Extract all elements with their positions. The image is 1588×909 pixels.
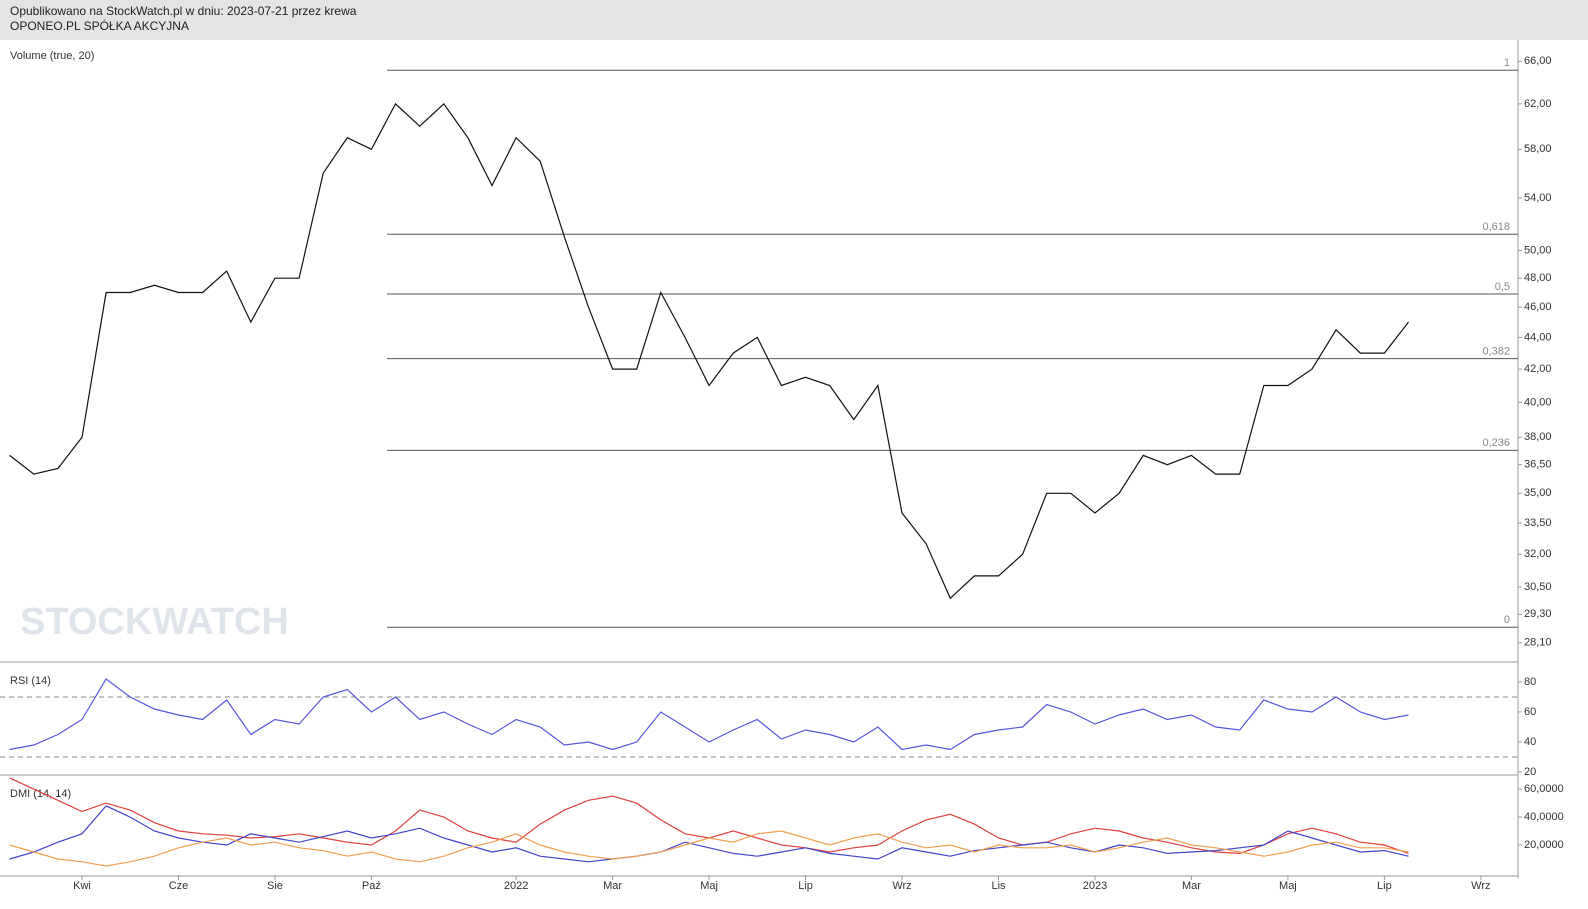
data-line <box>9 102 1409 600</box>
y-tick-label: 60,0000 <box>1524 783 1564 795</box>
panel-title: Volume (true, 20) <box>10 50 94 62</box>
x-tick-label: Lip <box>798 880 813 892</box>
x-tick-label: Lip <box>1377 880 1392 892</box>
y-tick-label: 80 <box>1524 676 1536 688</box>
y-tick-label: 66,00 <box>1524 55 1552 67</box>
y-tick-label: 30,50 <box>1524 581 1552 593</box>
x-tick-label: Wrz <box>892 880 911 892</box>
header-line: Opublikowano na StockWatch.pl w dniu: 20… <box>10 4 357 18</box>
y-tick-label: 40,00 <box>1524 396 1552 408</box>
y-tick-label: 50,00 <box>1524 244 1552 256</box>
x-tick-label: Wrz <box>1471 880 1490 892</box>
x-tick-label: Paź <box>362 880 381 892</box>
y-tick-label: 29,30 <box>1524 608 1552 620</box>
data-line <box>9 805 1409 863</box>
fib-label: 0 <box>1504 614 1510 626</box>
fib-label: 0,5 <box>1495 281 1510 293</box>
y-tick-label: 32,00 <box>1524 548 1552 560</box>
panel-title: DMI (14, 14) <box>10 788 71 800</box>
x-tick-label: Cze <box>169 880 189 892</box>
x-tick-label: Maj <box>700 880 718 892</box>
x-tick-label: Lis <box>991 880 1006 892</box>
y-tick-label: 35,00 <box>1524 487 1552 499</box>
y-tick-label: 40 <box>1524 736 1536 748</box>
fib-label: 0,236 <box>1482 437 1510 449</box>
y-tick-label: 62,00 <box>1524 98 1552 110</box>
data-line <box>9 830 1409 867</box>
header-band <box>0 0 1588 40</box>
data-line <box>9 678 1409 751</box>
y-tick-label: 20 <box>1524 766 1536 778</box>
header-line: OPONEO.PL SPÓŁKA AKCYJNA <box>10 18 189 33</box>
fib-label: 1 <box>1504 57 1510 69</box>
y-tick-label: 40,0000 <box>1524 811 1564 823</box>
y-tick-label: 20,0000 <box>1524 839 1564 851</box>
y-tick-label: 36,50 <box>1524 459 1552 471</box>
panel-title: RSI (14) <box>10 675 51 687</box>
fib-label: 0,618 <box>1482 221 1510 233</box>
y-tick-label: 60 <box>1524 706 1536 718</box>
y-tick-label: 42,00 <box>1524 363 1552 375</box>
x-tick-label: Maj <box>1279 880 1297 892</box>
fib-label: 0,382 <box>1482 346 1510 358</box>
y-tick-label: 58,00 <box>1524 143 1552 155</box>
x-tick-label: 2023 <box>1083 880 1107 892</box>
y-tick-label: 46,00 <box>1524 301 1552 313</box>
data-line <box>9 777 1409 855</box>
y-tick-label: 38,00 <box>1524 431 1552 443</box>
x-tick-label: Mar <box>603 880 622 892</box>
y-tick-label: 54,00 <box>1524 192 1552 204</box>
y-tick-label: 48,00 <box>1524 272 1552 284</box>
y-tick-label: 33,50 <box>1524 517 1552 529</box>
y-tick-label: 28,10 <box>1524 637 1552 649</box>
x-tick-label: 2022 <box>504 880 528 892</box>
x-tick-label: Mar <box>1182 880 1201 892</box>
x-tick-label: Sie <box>267 880 283 892</box>
y-tick-label: 44,00 <box>1524 331 1552 343</box>
x-tick-label: Kwi <box>73 880 91 892</box>
watermark: STOCKWATCH <box>20 601 289 643</box>
